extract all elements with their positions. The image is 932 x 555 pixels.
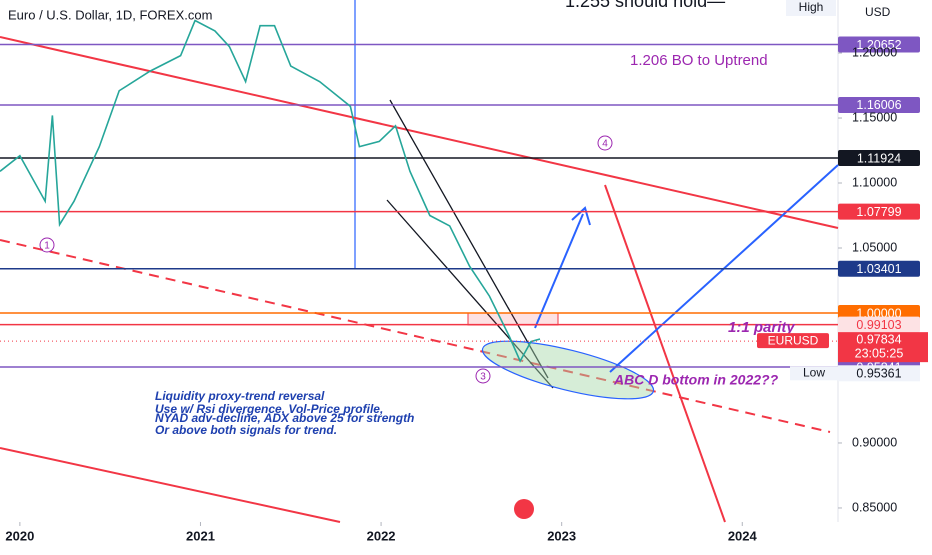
note-line: Liquidity proxy-trend reversal — [155, 389, 325, 403]
arrow — [534, 213, 584, 329]
currency-label: USD — [865, 5, 891, 19]
level-label: 1.11924 — [857, 151, 901, 165]
wave-marker — [39, 237, 55, 253]
zone-box — [467, 312, 559, 326]
x-tick-label: 2022 — [367, 528, 396, 543]
level-tag — [838, 260, 920, 277]
note: ABC D bottom in 2022?? — [613, 372, 779, 388]
note: 1.206 BO to Uptrend — [630, 52, 768, 69]
last-price-name: EURUSD — [768, 333, 819, 347]
y-tick-label: 0.85000 — [852, 500, 897, 514]
x-tick-label: 2021 — [186, 528, 215, 543]
level-label: 1.16006 — [856, 98, 901, 112]
chart-title: Euro / U.S. Dollar, 1D, FOREX.com — [8, 7, 212, 22]
low-name: Low — [803, 365, 825, 379]
note-line: Or above both signals for trend. — [155, 423, 337, 437]
level-label: 1.03401 — [856, 262, 901, 276]
wave-label: 3 — [480, 372, 486, 383]
low-label: 0.95361 — [856, 367, 901, 381]
arrow-head — [571, 206, 591, 226]
note-line: NYAD adv-decline, ADX above 25 for stren… — [155, 411, 414, 425]
trend-line — [0, 36, 839, 229]
y-tick-label: 1.10000 — [852, 175, 897, 189]
bottom-ellipse — [481, 340, 655, 400]
high-tag-bg — [786, 0, 836, 16]
y-tick-label: 1.15000 — [852, 110, 897, 124]
level-label: 1.07799 — [856, 205, 901, 219]
event-icon[interactable] — [514, 499, 534, 519]
channel-line — [386, 199, 554, 389]
low-tag-bg — [790, 366, 838, 381]
dashed-trend-line — [0, 239, 831, 433]
y-tick-label: 0.90000 — [852, 435, 897, 449]
note: 1:1 parity — [728, 319, 795, 336]
note: 1.255 should hold— — [565, 0, 725, 11]
level-tag — [838, 150, 920, 167]
last-price-name-tag — [757, 333, 829, 349]
level-label: 0.99103 — [856, 318, 901, 332]
level-label: 1.20652 — [856, 38, 901, 52]
last-price-label: 0.97834 — [856, 332, 901, 346]
low-tag — [838, 365, 920, 382]
x-tick-label: 2023 — [547, 528, 576, 543]
wave-marker — [597, 135, 613, 151]
countdown: 23:05:25 — [855, 346, 904, 360]
wave-label: 1 — [44, 241, 50, 252]
price-line — [0, 19, 541, 363]
y-tick-label: 1.20000 — [852, 45, 897, 59]
channel-line — [389, 99, 549, 379]
level-tag — [838, 96, 920, 113]
last-price-tag — [838, 332, 928, 363]
x-tick-label: 2020 — [5, 528, 34, 543]
level-tag — [838, 203, 920, 220]
trend-line — [0, 447, 341, 523]
wave-marker — [475, 368, 491, 384]
high-name: High — [799, 0, 824, 14]
level-tag — [838, 316, 920, 333]
level-tag — [838, 36, 920, 53]
note-line: Use w/ Rsi divergence, Vol-Price profile… — [155, 402, 383, 416]
y-tick-label: 1.05000 — [852, 240, 897, 254]
x-tick-label: 2024 — [728, 528, 758, 543]
trend-line — [604, 184, 726, 523]
wave-label: 4 — [602, 139, 608, 150]
